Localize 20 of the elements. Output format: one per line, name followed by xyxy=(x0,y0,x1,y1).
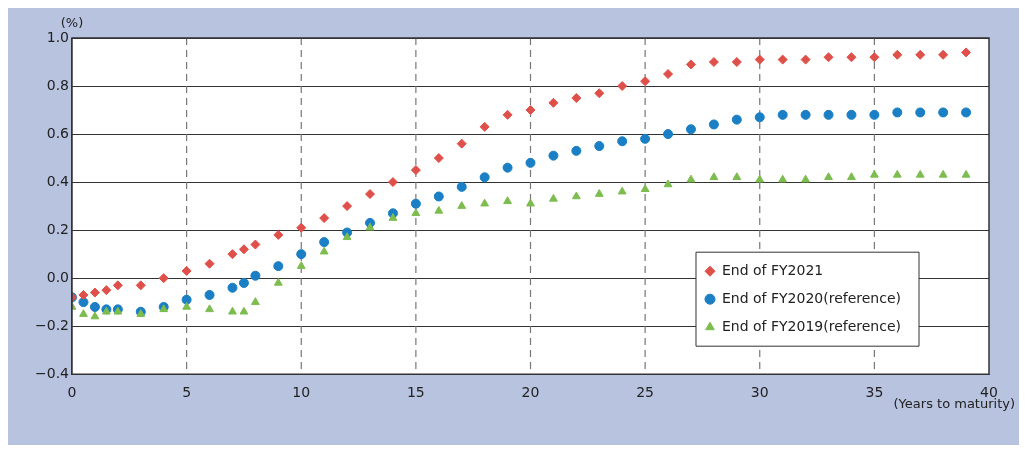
y-tick-label: 0.8 xyxy=(46,76,69,93)
y-tick-label: 0.6 xyxy=(46,124,70,141)
legend-label: End of FY2020(reference) xyxy=(721,289,902,306)
y-tick-label: 0.0 xyxy=(46,268,69,285)
y-tick-label: 1.0 xyxy=(46,28,69,45)
y-tick-label: −0.2 xyxy=(35,316,69,333)
x-tick-label: 10 xyxy=(292,384,311,401)
x-tick-label: 15 xyxy=(406,384,425,401)
y-tick-label: 0.2 xyxy=(46,220,69,237)
x-tick-label: 20 xyxy=(521,384,540,401)
x-tick-label: 0 xyxy=(67,384,77,401)
legend-label: End of FY2021 xyxy=(721,261,824,278)
x-tick-label: 5 xyxy=(182,384,192,401)
x-tick-label: 25 xyxy=(636,384,655,401)
x-tick-label: 30 xyxy=(750,384,769,401)
x-tick-label: 35 xyxy=(865,384,884,401)
legend-label: End of FY2019(reference) xyxy=(721,317,902,334)
y-tick-label: −0.4 xyxy=(35,364,70,381)
y-tick-label: 0.4 xyxy=(46,172,70,189)
y-axis-title: (%) xyxy=(60,14,84,30)
